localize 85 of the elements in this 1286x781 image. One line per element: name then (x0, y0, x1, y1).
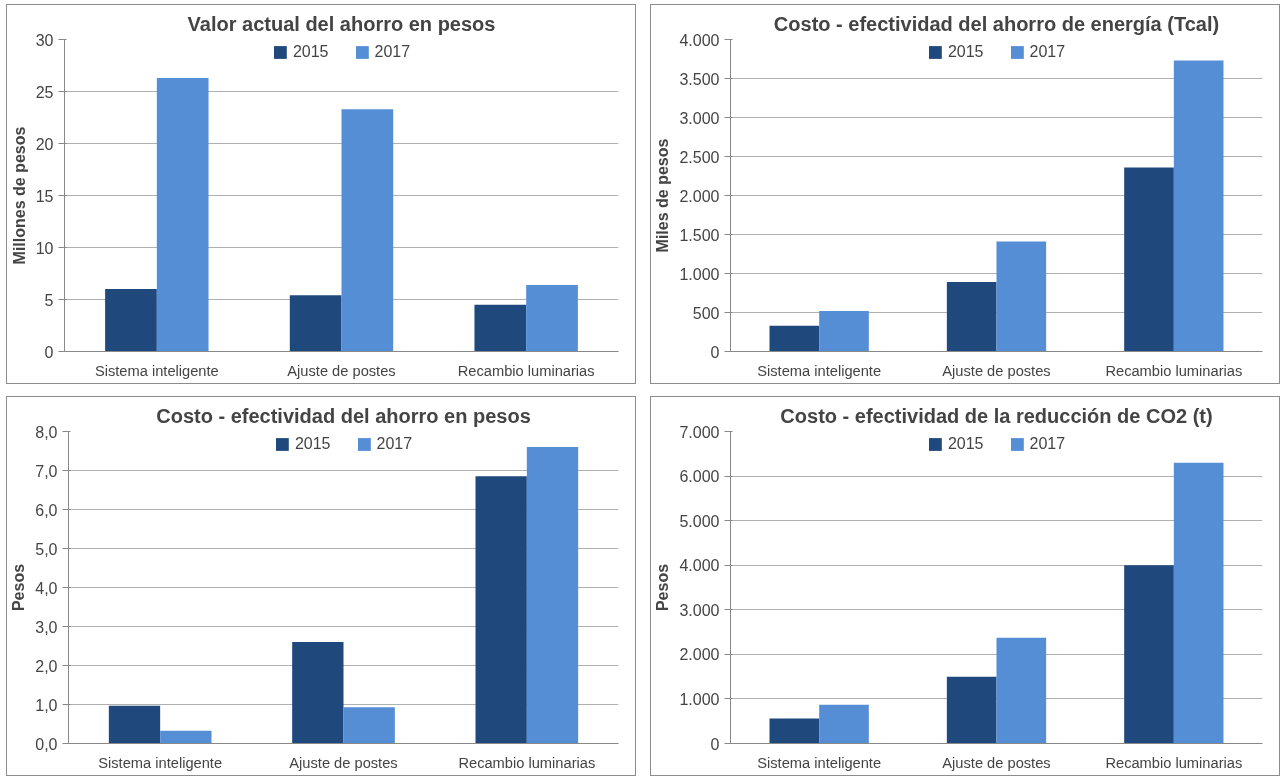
y-tick-label: 30 (35, 31, 54, 49)
y-tick-label: 4.000 (679, 557, 720, 575)
y-tick-label: 2.500 (679, 148, 720, 166)
y-tick-label: 6.000 (679, 468, 720, 486)
y-tick-label: 15 (35, 187, 54, 205)
legend-label: 2015 (947, 43, 984, 61)
bar (946, 282, 997, 352)
y-tick-label: 0 (710, 735, 720, 753)
y-tick-label: 4,0 (35, 579, 58, 597)
y-tick-label: 2,0 (35, 657, 58, 675)
y-tick-label: 5,0 (35, 540, 58, 558)
x-tick-label: Recambio luminarias (458, 754, 596, 771)
y-tick-label: 2.000 (679, 187, 720, 205)
legend-label: 2015 (292, 43, 329, 61)
legend-label: 2017 (376, 435, 413, 453)
y-axis-title: Pesos (10, 563, 28, 612)
legend-label: 2015 (947, 435, 984, 453)
x-tick-label: Ajuste de postes (289, 754, 398, 771)
bar (526, 447, 579, 744)
y-tick-label: 3,0 (35, 618, 58, 636)
y-tick-label: 5 (44, 291, 54, 309)
bar (1124, 565, 1174, 744)
x-tick-label: Sistema inteligente (94, 362, 219, 379)
legend-label: 2015 (294, 435, 331, 453)
y-tick-label: 1.000 (679, 690, 720, 708)
bar (1124, 167, 1174, 352)
bar (343, 707, 395, 744)
chart-title: Costo - efectividad del ahorro de energía (Tcal) (773, 12, 1220, 35)
x-tick-label: Ajuste de postes (287, 362, 396, 379)
y-tick-label: 7,0 (35, 462, 58, 480)
x-tick-label: Recambio luminarias (1105, 754, 1243, 771)
y-tick-label: 500 (692, 304, 720, 322)
y-tick-label: 10 (35, 239, 54, 257)
y-tick-label: 3.000 (679, 109, 720, 127)
y-tick-label: 1,0 (35, 696, 58, 714)
bar (156, 77, 209, 352)
x-tick-label: Sistema inteligente (98, 754, 223, 771)
y-tick-label: 1.000 (679, 265, 720, 283)
legend-label: 2017 (1029, 435, 1066, 453)
bar (289, 295, 342, 352)
chart-title: Costo - efectividad de la reducción de CO2 (t) (780, 404, 1213, 427)
bar (819, 704, 869, 744)
y-tick-label: 7.000 (679, 423, 720, 441)
bar (946, 676, 997, 744)
y-tick-label: 25 (35, 83, 54, 101)
x-tick-label: Sistema inteligente (757, 754, 882, 771)
bar (996, 637, 1047, 744)
y-tick-label: 2.000 (679, 646, 720, 664)
y-axis-title: Pesos (654, 563, 672, 612)
y-tick-label: 4.000 (679, 31, 720, 49)
bar (526, 284, 578, 352)
y-tick-label: 3.500 (679, 70, 720, 88)
y-tick-label: 3.000 (679, 601, 720, 619)
bar (996, 241, 1047, 352)
bar (1173, 60, 1224, 352)
y-tick-label: 0 (710, 343, 720, 361)
legend-label: 2017 (1029, 43, 1066, 61)
y-tick-label: 0 (44, 343, 54, 361)
x-tick-label: Ajuste de postes (942, 754, 1051, 771)
x-tick-label: Sistema inteligente (757, 362, 882, 379)
chart-title: Valor actual del ahorro en pesos (187, 12, 496, 35)
y-tick-label: 0,0 (35, 735, 58, 753)
chart-title: Costo - efectividad del ahorro en pesos (156, 404, 531, 427)
y-tick-label: 5.000 (679, 512, 720, 530)
x-tick-label: Recambio luminarias (1105, 362, 1243, 379)
y-tick-label: 8,0 (35, 423, 58, 441)
y-tick-label: 20 (35, 135, 54, 153)
bar (475, 476, 527, 744)
bar (769, 718, 820, 744)
bar (105, 289, 157, 352)
bar (341, 109, 394, 352)
y-axis-title: Millones de pesos (10, 126, 28, 265)
bar (1173, 462, 1224, 744)
x-tick-label: Recambio luminarias (457, 362, 595, 379)
bar (819, 310, 869, 352)
x-tick-label: Ajuste de postes (942, 362, 1051, 379)
bar (474, 304, 527, 352)
bar (769, 325, 820, 352)
y-axis-title: Miles de pesos (654, 138, 672, 253)
bar (160, 730, 212, 744)
y-tick-label: 1.500 (679, 226, 720, 244)
bar (108, 705, 161, 744)
y-tick-label: 6,0 (35, 501, 58, 519)
legend-label: 2017 (374, 43, 411, 61)
bar (292, 642, 344, 744)
